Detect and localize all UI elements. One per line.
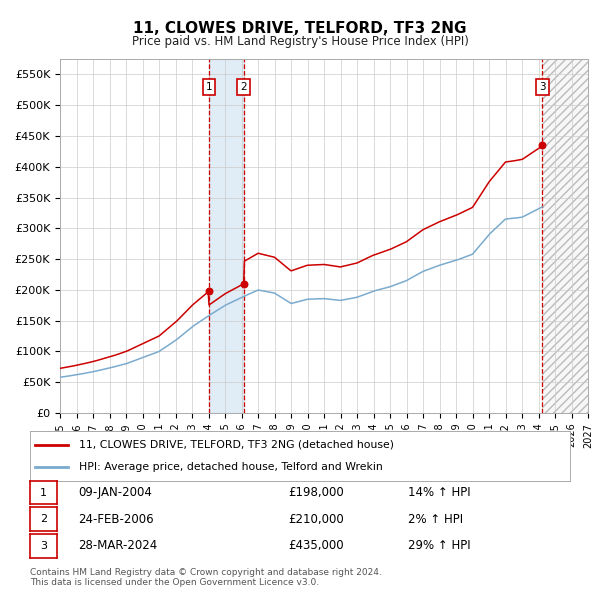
Text: £435,000: £435,000 xyxy=(288,539,344,552)
Text: 2% ↑ HPI: 2% ↑ HPI xyxy=(408,513,463,526)
Text: 3: 3 xyxy=(539,81,546,91)
Bar xyxy=(209,59,244,413)
Text: Price paid vs. HM Land Registry's House Price Index (HPI): Price paid vs. HM Land Registry's House … xyxy=(131,35,469,48)
Point xyxy=(204,286,214,296)
Text: Contains HM Land Registry data © Crown copyright and database right 2024.
This d: Contains HM Land Registry data © Crown c… xyxy=(30,568,382,587)
Text: 11, CLOWES DRIVE, TELFORD, TF3 2NG (detached house): 11, CLOWES DRIVE, TELFORD, TF3 2NG (deta… xyxy=(79,440,394,450)
Text: 11, CLOWES DRIVE, TELFORD, TF3 2NG: 11, CLOWES DRIVE, TELFORD, TF3 2NG xyxy=(133,21,467,35)
Point xyxy=(538,140,547,150)
Text: 29% ↑ HPI: 29% ↑ HPI xyxy=(408,539,470,552)
Text: HPI: Average price, detached house, Telford and Wrekin: HPI: Average price, detached house, Telf… xyxy=(79,462,382,472)
Text: 2: 2 xyxy=(241,81,247,91)
Text: 24-FEB-2006: 24-FEB-2006 xyxy=(78,513,154,526)
Text: £198,000: £198,000 xyxy=(288,486,344,499)
Text: 2: 2 xyxy=(40,514,47,524)
Text: 14% ↑ HPI: 14% ↑ HPI xyxy=(408,486,470,499)
Text: 3: 3 xyxy=(40,541,47,550)
Bar xyxy=(542,59,588,413)
Bar xyxy=(542,59,588,413)
Text: 28-MAR-2024: 28-MAR-2024 xyxy=(78,539,157,552)
Point xyxy=(239,279,248,289)
Text: £210,000: £210,000 xyxy=(288,513,344,526)
Text: 1: 1 xyxy=(206,81,212,91)
Text: 1: 1 xyxy=(40,488,47,497)
Text: 09-JAN-2004: 09-JAN-2004 xyxy=(78,486,152,499)
